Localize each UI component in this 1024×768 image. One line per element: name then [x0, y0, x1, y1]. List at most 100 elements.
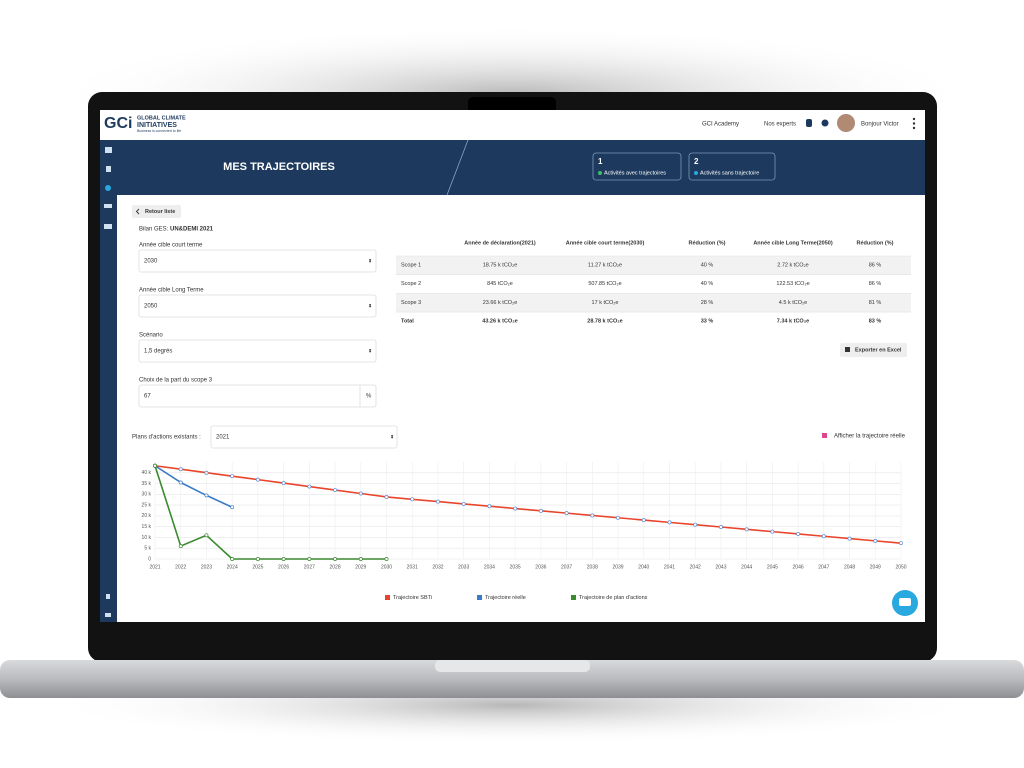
- banner: [117, 140, 925, 195]
- back-label: Retour liste: [145, 209, 175, 215]
- table-cell: 33 %: [701, 319, 714, 325]
- data-point: [230, 474, 235, 479]
- data-point: [436, 499, 440, 504]
- legend-label[interactable]: Trajectoire de plan d'actions: [579, 595, 648, 601]
- x-tick-label: 2042: [690, 564, 701, 570]
- data-point: [873, 538, 878, 543]
- x-tick-label: 2023: [201, 564, 212, 570]
- nav-link[interactable]: GCI Academy: [702, 122, 739, 128]
- stat-dot: [694, 171, 698, 175]
- table-cell: 2.72 k tCO₂e: [777, 262, 808, 268]
- data-point: [590, 513, 595, 518]
- menu-icon[interactable]: [912, 117, 916, 130]
- table-header: Réduction (%): [689, 240, 726, 246]
- select-arrow: ⬍: [368, 348, 372, 354]
- legend-swatch[interactable]: [385, 595, 390, 600]
- x-tick-label: 2050: [895, 564, 906, 570]
- data-point: [770, 529, 775, 534]
- x-tick-label: 2041: [664, 564, 675, 570]
- bell-icon[interactable]: [806, 119, 812, 127]
- stat-card[interactable]: [688, 152, 776, 181]
- data-point: [204, 533, 209, 538]
- stat-card[interactable]: [592, 152, 682, 181]
- field-label: Année cible court terme: [139, 243, 203, 249]
- x-tick-label: 2029: [355, 564, 366, 570]
- data-point: [616, 515, 620, 520]
- data-point: [178, 480, 183, 485]
- bilan-label: Bilan GES:: [139, 227, 169, 233]
- x-tick-label: 2021: [149, 564, 160, 570]
- banner-divider: [446, 139, 469, 196]
- table-cell: 18.75 k tCO₂e: [483, 262, 518, 268]
- x-tick-label: 2048: [844, 564, 855, 570]
- stat-label: Activités sans trajectoire: [700, 170, 759, 176]
- data-point: [281, 481, 286, 486]
- logo-mark: GCi: [104, 115, 132, 132]
- data-point: [153, 463, 157, 468]
- series-line: [154, 465, 233, 508]
- data-point: [307, 557, 312, 561]
- plans-value: 2021: [216, 435, 230, 441]
- table-cell: 86 %: [869, 281, 882, 287]
- avatar[interactable]: [837, 114, 855, 132]
- field-label: Choix de la part du scope 3: [139, 378, 213, 384]
- data-point: [384, 495, 389, 499]
- table-cell: 122.53 tCO₂e: [776, 281, 809, 287]
- download-icon: [845, 347, 850, 352]
- table-cell: 40 %: [701, 262, 714, 268]
- logo-title: GLOBAL CLIMATE: [137, 115, 186, 121]
- sidebar-icons[interactable]: [104, 147, 112, 617]
- x-tick-label: 2031: [407, 564, 418, 570]
- table-cell: 845 tCO₂e: [487, 281, 513, 287]
- table-cell: 17 k tCO₂e: [592, 300, 619, 306]
- table-cell: 23.66 k tCO₂e: [483, 300, 518, 306]
- plans-select[interactable]: [210, 425, 398, 449]
- nav-link[interactable]: Nos experts: [764, 122, 796, 128]
- trajectory-chart: 0 5 k 10 k 15 k 20 k 25 k 30 k 35 k 40 k 2021 2022…: [142, 462, 907, 601]
- stat-label: Activités avec trajectoires: [604, 170, 666, 176]
- data-point: [847, 536, 852, 541]
- field-box[interactable]: [138, 249, 377, 273]
- plans-label: Plans d'actions existants :: [132, 435, 201, 441]
- table-cell: 86 %: [869, 262, 882, 268]
- data-point: [358, 491, 363, 496]
- x-tick-label: 2030: [381, 564, 392, 570]
- field-box[interactable]: [138, 384, 377, 408]
- data-point: [204, 470, 209, 475]
- data-point: [796, 531, 801, 536]
- legend-label[interactable]: Trajectoire SBTi: [393, 595, 432, 601]
- y-tick-label: 40 k: [142, 470, 152, 476]
- x-tick-label: 2028: [330, 564, 341, 570]
- data-point: [178, 467, 183, 472]
- series-line: [154, 464, 902, 544]
- legend-label[interactable]: Trajectoire réelle: [485, 595, 526, 601]
- legend-swatch[interactable]: [571, 595, 576, 600]
- stat-count: 2: [694, 157, 699, 166]
- export-button[interactable]: [840, 343, 907, 357]
- x-tick-label: 2036: [535, 564, 546, 570]
- theme-icon[interactable]: [821, 119, 829, 127]
- field-value: 67: [144, 394, 151, 400]
- data-point: [744, 527, 749, 532]
- data-point: [461, 501, 466, 506]
- x-tick-label: 2040: [638, 564, 649, 570]
- base-notch: [435, 660, 590, 672]
- field-box[interactable]: [138, 339, 377, 363]
- field-box[interactable]: [138, 294, 377, 318]
- table-cell: 28.78 k tCO₂e: [587, 319, 622, 325]
- x-tick-label: 2035: [510, 564, 521, 570]
- greeting: Bonjour Victor: [861, 122, 899, 128]
- data-point: [513, 506, 518, 511]
- table-header: Année cible court terme(2030): [566, 240, 645, 246]
- data-point: [307, 484, 312, 489]
- data-point: [333, 488, 338, 492]
- x-tick-label: 2032: [432, 564, 443, 570]
- x-tick-label: 2034: [484, 564, 495, 570]
- table-header: Année de déclaration(2021): [464, 240, 536, 246]
- back-button[interactable]: [132, 205, 181, 218]
- legend-swatch[interactable]: [477, 595, 482, 600]
- table-cell: Scope 3: [401, 300, 421, 306]
- real-checkbox[interactable]: [822, 433, 827, 438]
- data-point: [255, 557, 260, 561]
- data-point: [358, 557, 363, 561]
